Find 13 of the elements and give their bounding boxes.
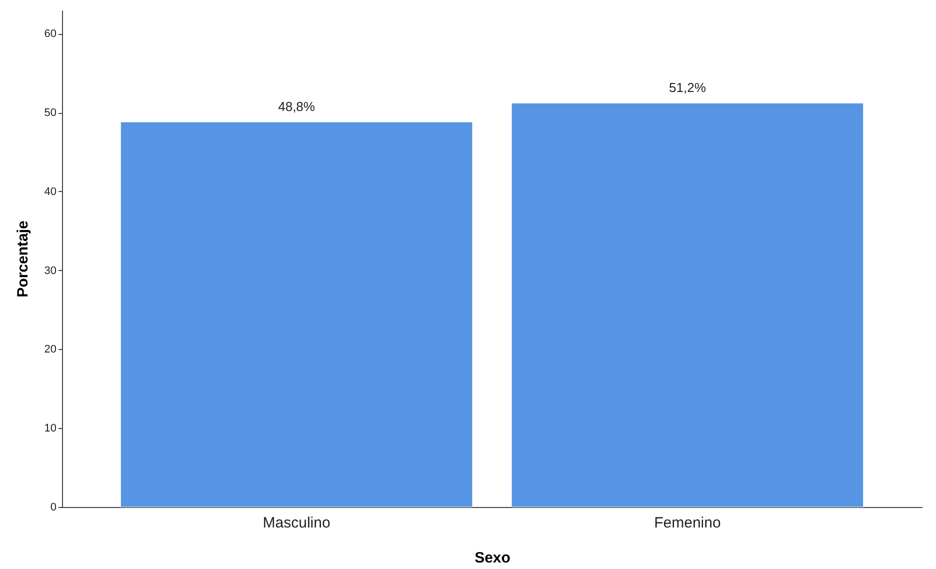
y-tick-label: 40 <box>44 186 56 198</box>
y-axis-title: Porcentaje <box>14 220 32 298</box>
x-tick-label: Femenino <box>654 514 721 532</box>
y-tick-label: 20 <box>44 344 56 356</box>
x-axis-title: Sexo <box>474 550 510 566</box>
x-tick-label: Masculino <box>262 514 330 532</box>
data-label: 48,8% <box>278 99 316 114</box>
y-tick-label: 10 <box>44 422 56 435</box>
y-tick-label: 60 <box>44 28 56 40</box>
y-tick-label: 0 <box>50 502 56 514</box>
data-label: 51,2% <box>669 80 706 96</box>
y-tick-label: 50 <box>44 107 56 120</box>
y-tick-label: 30 <box>44 264 56 277</box>
